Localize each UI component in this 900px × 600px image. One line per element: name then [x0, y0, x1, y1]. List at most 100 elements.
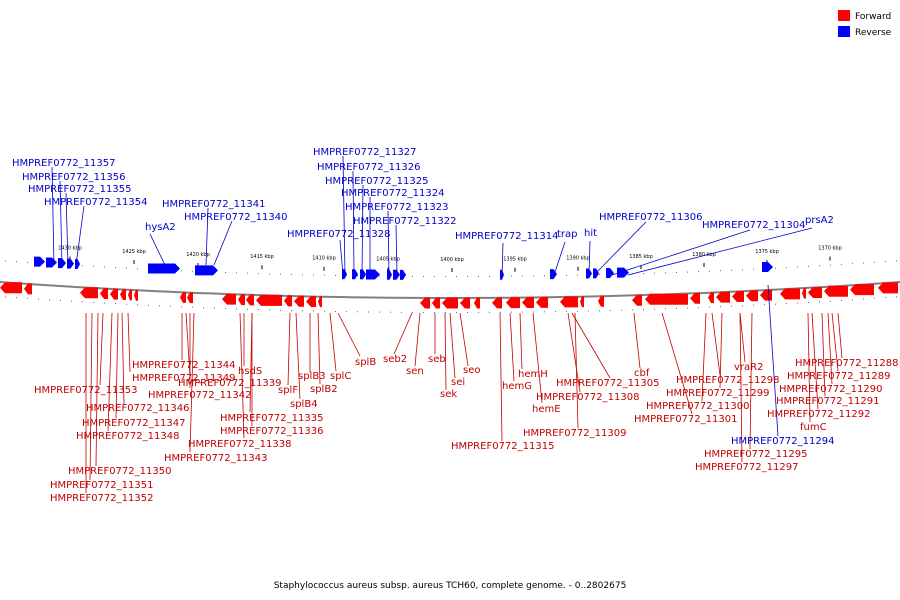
tick-dot	[610, 310, 611, 311]
tick-dot	[687, 307, 688, 309]
tick-label: 1415 kbp	[250, 254, 274, 260]
forward-leader-line	[295, 312, 301, 400]
tick-dot	[434, 312, 435, 313]
tick-dot	[434, 276, 435, 277]
forward-gene	[222, 293, 236, 305]
forward-gene	[110, 288, 118, 300]
tick-dot	[357, 275, 358, 277]
tick-dot	[16, 261, 17, 263]
tick-dot	[170, 305, 171, 307]
reverse-leader-line	[149, 233, 166, 266]
forward-gene-label: vraR2	[734, 362, 763, 373]
tick-dot	[423, 275, 424, 277]
tick-dot	[379, 275, 380, 277]
gene-labels: HMPREF0772_11357HMPREF0772_11356HMPREF07…	[12, 147, 898, 504]
forward-gene-label: HMPREF0772_11289	[787, 371, 890, 382]
forward-gene	[100, 288, 108, 300]
forward-leader-line	[567, 312, 581, 393]
forward-gene	[306, 295, 316, 307]
forward-gene-label: HMPREF0772_11335	[220, 413, 323, 424]
forward-gene	[645, 293, 688, 305]
forward-gene	[180, 291, 186, 303]
reverse-leader-line	[205, 207, 209, 266]
forward-gene-label: hemG	[502, 381, 532, 392]
tick-label: 1375 kbp	[755, 249, 779, 255]
forward-gene-label: seb	[428, 354, 446, 365]
tick-dot	[511, 275, 512, 277]
tick-label: 1390 kbp	[566, 256, 590, 262]
forward-leader-line	[95, 312, 99, 467]
tick-dot	[709, 270, 710, 272]
tick-dot	[280, 273, 281, 275]
reverse-gene	[393, 269, 400, 280]
reverse-gene-label: HMPREF0772_11356	[22, 172, 125, 183]
tick-dot	[148, 304, 149, 306]
tick-dot	[775, 267, 776, 269]
reverse-leader-line	[767, 284, 779, 437]
tick-dot	[214, 307, 215, 309]
forward-gene	[598, 295, 604, 307]
tick-dot	[654, 272, 655, 274]
tick-dot	[159, 305, 160, 307]
tick-dot	[379, 311, 380, 313]
tick-dot	[247, 308, 248, 310]
tick-dot	[797, 266, 798, 268]
tick-dot	[324, 274, 325, 276]
reverse-gene	[762, 262, 773, 273]
forward-gene-label: HMPREF0772_11351	[50, 480, 153, 491]
forward-gene-label: HMPREF0772_11339	[178, 378, 281, 389]
forward-gene	[80, 287, 98, 299]
tick-dot	[830, 264, 831, 266]
forward-leader-line	[739, 312, 746, 363]
forward-gene-label: HMPREF0772_11342	[148, 390, 251, 401]
tick-dot	[808, 265, 809, 267]
tick-dot	[368, 311, 369, 313]
forward-gene-label: HMPREF0772_11308	[536, 392, 639, 403]
forward-leader-line	[107, 312, 113, 432]
tick-dot	[808, 301, 809, 303]
tick-dot	[731, 305, 732, 307]
tick-dot	[346, 311, 347, 313]
forward-gene-label: splC	[330, 371, 351, 382]
tick-dot	[27, 297, 28, 299]
tick-dot	[93, 301, 94, 303]
forward-gene-label: HMPREF0772_11336	[220, 426, 323, 437]
reverse-leader-line	[342, 155, 346, 276]
tick-dot	[16, 297, 17, 299]
forward-gene-label: sen	[406, 366, 424, 377]
tick-dot	[874, 261, 875, 263]
forward-leader-line	[574, 312, 579, 429]
forward-swatch	[838, 10, 850, 21]
forward-gene	[238, 294, 245, 306]
forward-gene-label: HMPREF0772_11288	[795, 358, 898, 369]
reverse-swatch	[838, 26, 850, 37]
forward-gene	[128, 289, 132, 301]
forward-gene-label: HMPREF0772_11292	[767, 409, 870, 420]
tick-dot	[676, 272, 677, 273]
forward-gene	[716, 291, 730, 303]
tick-dot	[676, 308, 677, 309]
forward-gene-label: sek	[440, 389, 457, 400]
tick-label: 1425 kbp	[122, 249, 146, 255]
reverse-gene-label: HMPREF0772_11354	[44, 197, 147, 208]
forward-gene	[522, 297, 534, 309]
forward-leader-line	[831, 312, 839, 372]
forward-leader-line	[115, 312, 119, 419]
tick-dot	[511, 311, 512, 313]
tick-dot	[192, 270, 193, 272]
reverse-leader-line	[588, 240, 591, 276]
tick-dot	[302, 310, 303, 312]
tick-dot	[258, 273, 259, 275]
tick-dot	[258, 309, 259, 311]
forward-gene-label: HMPREF0772_11290	[779, 384, 882, 395]
tick-dot	[632, 309, 633, 311]
forward-gene	[318, 296, 322, 308]
tick-dot	[126, 267, 127, 269]
tick-dot	[467, 312, 468, 313]
forward-leader-line	[532, 312, 543, 404]
tick-dot	[82, 301, 83, 303]
forward-gene-label: HMPREF0772_11352	[50, 493, 153, 504]
tick-label: 1385 kbp	[629, 254, 653, 260]
reverse-leader-line	[395, 224, 398, 276]
tick-label: 1370 kbp	[818, 246, 842, 252]
